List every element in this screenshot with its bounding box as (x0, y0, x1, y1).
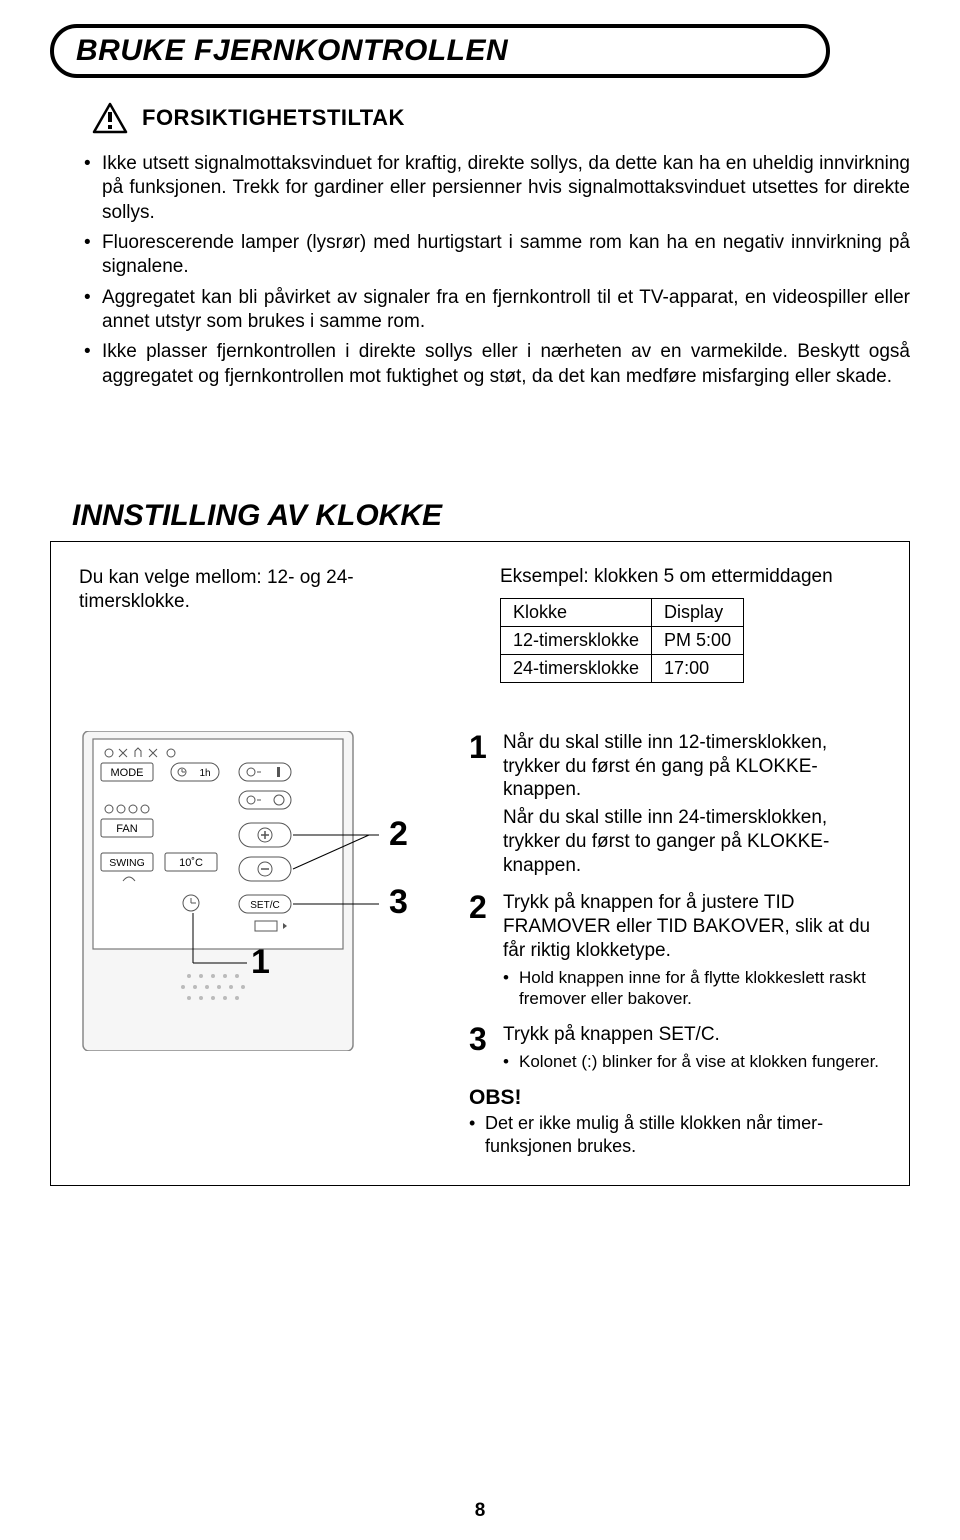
example-caption: Eksempel: klokken 5 om ettermiddagen (500, 566, 881, 588)
precaution-item: Ikke utsett signalmottaksvinduet for kra… (84, 152, 910, 225)
page-number: 8 (475, 1500, 486, 1522)
precaution-item: Aggregatet kan bli påvirket av signaler … (84, 286, 910, 335)
svg-text:10˚C: 10˚C (179, 857, 203, 869)
table-header: Display (652, 598, 744, 626)
svg-text:FAN: FAN (116, 823, 137, 835)
precaution-item: Fluorescerende lamper (lysrør) med hurti… (84, 231, 910, 280)
step-sub: Kolonet (:) blinker for å vise at klokke… (503, 1051, 879, 1072)
step-text: Trykk på knappen for å justere TID FRAMO… (503, 891, 881, 962)
step-1: 1 Når du skal stille inn 12-timersklokke… (469, 731, 881, 878)
clock-table: Klokke Display 12-timersklokke PM 5:00 2… (500, 598, 744, 683)
step-sub: Hold knappen inne for å flytte klokkesle… (503, 967, 881, 1010)
clock-choose-text: Du kan velge mellom: 12- og 24-timersklo… (79, 566, 460, 683)
page-title-bar: BRUKE FJERNKONTROLLEN (50, 24, 830, 78)
step-text: Trykk på knappen SET/C. (503, 1023, 879, 1047)
mode-button-label: MODE (111, 767, 144, 779)
page-title: BRUKE FJERNKONTROLLEN (76, 34, 804, 68)
warning-label: FORSIKTIGHETSTILTAK (142, 105, 405, 131)
callout-1: 1 (251, 943, 270, 982)
steps-column: 1 Når du skal stille inn 12-timersklokke… (469, 731, 881, 1157)
step-text: Når du skal stille inn 12-timersklokken,… (503, 731, 881, 802)
step-2: 2 Trykk på knappen for å justere TID FRA… (469, 891, 881, 1009)
precaution-item: Ikke plasser fjernkontrollen i direkte s… (84, 340, 910, 389)
svg-text:SWING: SWING (109, 857, 145, 869)
warning-icon (92, 102, 128, 134)
precaution-list: Ikke utsett signalmottaksvinduet for kra… (84, 152, 910, 389)
remote-diagram: MODE 1h FAN (79, 731, 439, 1157)
table-header: Klokke (501, 598, 652, 626)
table-row: 24-timersklokke 17:00 (501, 654, 744, 682)
step-3: 3 Trykk på knappen SET/C. Kolonet (:) bl… (469, 1023, 881, 1072)
obs-item: Det er ikke mulig å stille klokken når t… (469, 1112, 881, 1157)
callout-2: 2 (389, 815, 408, 854)
obs-label: OBS! (469, 1086, 881, 1110)
clock-setting-box: Du kan velge mellom: 12- og 24-timersklo… (50, 541, 910, 1186)
warning-row: FORSIKTIGHETSTILTAK (92, 102, 910, 134)
table-row: 12-timersklokke PM 5:00 (501, 626, 744, 654)
step-text: Når du skal stille inn 24-timersklokken,… (503, 806, 881, 877)
svg-text:SET/C: SET/C (250, 900, 279, 911)
section-clock-title: INNSTILLING AV KLOKKE (72, 499, 910, 533)
svg-text:1h: 1h (199, 768, 210, 779)
callout-3: 3 (389, 883, 408, 922)
